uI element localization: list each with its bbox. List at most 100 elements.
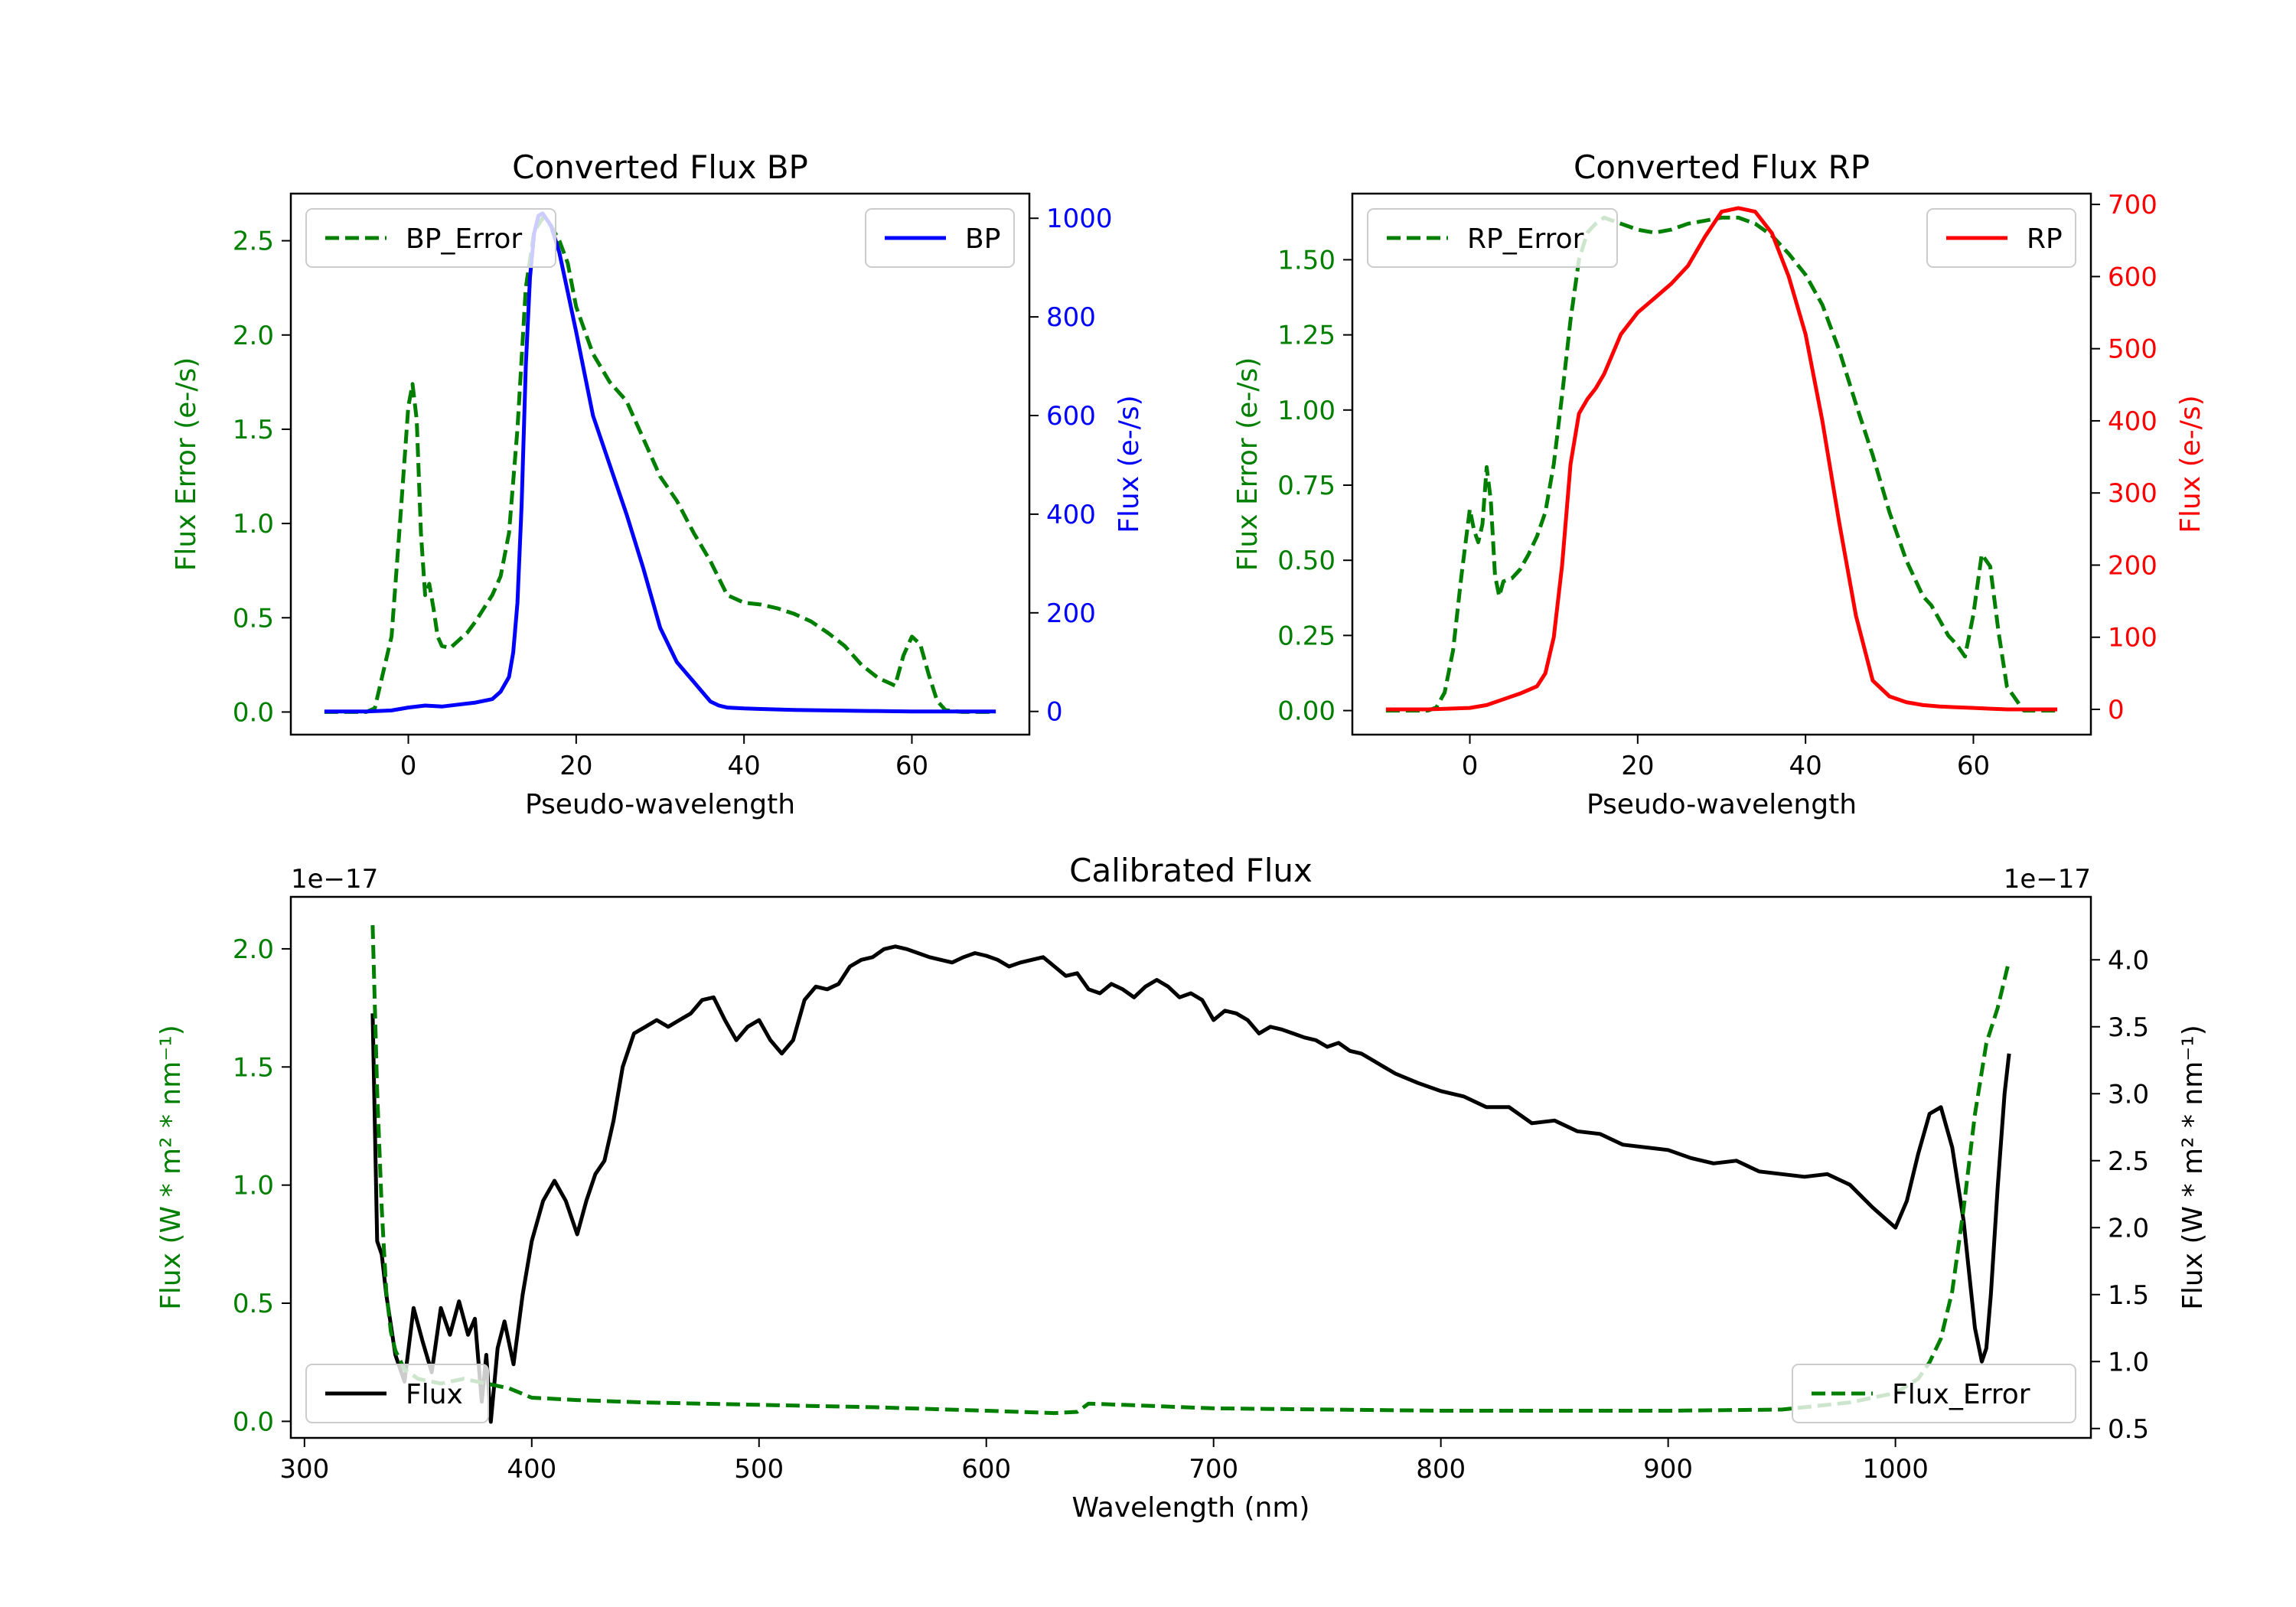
chart-title: Converted Flux RP bbox=[1574, 148, 1870, 186]
y-left-tick-label: 1.0 bbox=[233, 509, 274, 539]
y-right-offset-label: 1e−17 bbox=[2004, 864, 2091, 895]
y-left-tick-label: 0.5 bbox=[233, 1289, 274, 1319]
y-left-tick-label: 2.5 bbox=[233, 227, 274, 257]
x-tick-label: 800 bbox=[1416, 1454, 1466, 1485]
x-tick-label: 20 bbox=[559, 751, 592, 781]
plot-area bbox=[324, 211, 996, 714]
y-right-tick-label: 500 bbox=[2108, 334, 2157, 365]
x-tick-label: 700 bbox=[1189, 1454, 1238, 1485]
x-axis-label: Pseudo-wavelength bbox=[525, 789, 795, 820]
legend-label: Flux_Error bbox=[1892, 1379, 2030, 1410]
legend-flux: Flux bbox=[305, 1364, 489, 1423]
legend-bp: BP bbox=[865, 208, 1015, 268]
x-tick-label: 0 bbox=[1462, 751, 1479, 781]
axes-frame bbox=[1351, 192, 2092, 736]
y-right-tick-label: 4.0 bbox=[2108, 945, 2149, 976]
series-flux bbox=[370, 944, 2011, 1424]
y-right-tick-label: 700 bbox=[2108, 190, 2157, 220]
legend-box bbox=[1792, 1364, 2076, 1423]
panel-converted-flux-bp: 0 20 40 60 0.0 0.5 1.0 1.5 2.0 2.5 0 200 400 600 800 10… bbox=[171, 148, 1145, 820]
x-axis-label: Pseudo-wavelength bbox=[1587, 789, 1857, 820]
y-left-offset-label: 1e−17 bbox=[291, 864, 378, 895]
y-right-tick-label: 2.0 bbox=[2108, 1213, 2149, 1244]
y-left-tick-label: 0.5 bbox=[233, 603, 274, 634]
y-right-tick-label: 0 bbox=[2108, 695, 2125, 725]
y-left-tick-label: 0.0 bbox=[233, 697, 274, 728]
y-left-tick-label: 0.00 bbox=[1277, 696, 1336, 727]
x-tick-label: 900 bbox=[1643, 1454, 1693, 1485]
y-left-tick-label: 1.0 bbox=[233, 1171, 274, 1201]
x-tick-label: 40 bbox=[728, 751, 761, 781]
panel-converted-flux-rp: 0 20 40 60 0.00 0.25 0.50 0.75 1.00 1.25 1.50 0 100 2… bbox=[1232, 148, 2206, 820]
legend-label: Flux bbox=[406, 1379, 463, 1410]
y-left-axis-label: Flux Error (e-/s) bbox=[171, 357, 202, 572]
legend-label: BP bbox=[965, 223, 1000, 255]
legend-label: BP_Error bbox=[406, 223, 522, 255]
chart-title: Calibrated Flux bbox=[1069, 852, 1313, 889]
y-right-tick-label: 1.5 bbox=[2108, 1280, 2149, 1311]
x-tick-label: 600 bbox=[961, 1454, 1011, 1485]
x-axis-label: Wavelength (nm) bbox=[1072, 1492, 1310, 1524]
y-right-tick-label: 1000 bbox=[1046, 204, 1113, 234]
x-tick-label: 1000 bbox=[1862, 1454, 1929, 1485]
x-tick-label: 0 bbox=[400, 751, 417, 781]
series-bp bbox=[324, 211, 996, 714]
y-right-tick-label: 800 bbox=[1046, 302, 1096, 333]
x-tick-label: 60 bbox=[895, 751, 928, 781]
y-left-tick-label: 1.5 bbox=[233, 415, 274, 445]
legend-label: RP_Error bbox=[1467, 223, 1584, 255]
legend-bp-error: BP_Error bbox=[305, 208, 556, 268]
y-right-axis-label: Flux (W * m² * nm⁻¹) bbox=[2177, 1025, 2209, 1310]
plot-area bbox=[1385, 206, 2058, 713]
series-rp-error bbox=[1385, 215, 2058, 713]
y-left-tick-label: 0.0 bbox=[233, 1407, 274, 1437]
y-left-tick-label: 2.0 bbox=[233, 321, 274, 351]
y-left-tick-label: 1.25 bbox=[1277, 321, 1336, 351]
panel-calibrated-flux: 300 400 500 600 700 800 900 1000 0.0 0.5 1.0 1.5 2.0… bbox=[155, 852, 2209, 1524]
y-right-tick-label: 300 bbox=[2108, 478, 2157, 509]
y-left-tick-label: 1.5 bbox=[233, 1052, 274, 1083]
x-tick-label: 40 bbox=[1789, 751, 1822, 781]
legend-box bbox=[1367, 208, 1618, 268]
y-left-tick-label: 0.50 bbox=[1277, 546, 1336, 576]
series-bp-error bbox=[324, 216, 996, 714]
x-tick-label: 400 bbox=[507, 1454, 556, 1485]
y-right-tick-label: 1.0 bbox=[2108, 1347, 2149, 1377]
x-tick-label: 300 bbox=[279, 1454, 329, 1485]
series-rp bbox=[1385, 206, 2058, 712]
y-right-tick-label: 0.5 bbox=[2108, 1414, 2149, 1445]
y-right-tick-label: 600 bbox=[2108, 262, 2157, 292]
legend-box bbox=[305, 208, 556, 268]
y-right-tick-label: 600 bbox=[1046, 401, 1096, 432]
y-left-axis-label: Flux Error (e-/s) bbox=[1232, 357, 1264, 572]
y-right-axis-label: Flux (e-/s) bbox=[1114, 395, 1145, 533]
legend-rp-error: RP_Error bbox=[1367, 208, 1618, 268]
axes-frame bbox=[289, 895, 2092, 1439]
x-tick-label: 500 bbox=[734, 1454, 784, 1485]
y-right-tick-label: 400 bbox=[2108, 406, 2157, 437]
y-right-tick-label: 200 bbox=[2108, 550, 2157, 581]
y-left-tick-label: 0.75 bbox=[1277, 471, 1336, 501]
y-left-axis-label: Flux (W * m² * nm⁻¹) bbox=[155, 1025, 187, 1310]
y-right-tick-label: 2.5 bbox=[2108, 1146, 2149, 1177]
legend-box bbox=[305, 1364, 489, 1423]
legend-flux-error: Flux_Error bbox=[1792, 1364, 2076, 1423]
x-tick-label: 60 bbox=[1957, 751, 1990, 781]
y-right-tick-label: 100 bbox=[2108, 623, 2157, 654]
y-left-tick-label: 1.50 bbox=[1277, 245, 1336, 275]
x-tick-label: 20 bbox=[1621, 751, 1654, 781]
y-left-tick-label: 0.25 bbox=[1277, 621, 1336, 651]
y-right-tick-label: 3.5 bbox=[2108, 1012, 2149, 1043]
chart-title: Converted Flux BP bbox=[512, 148, 808, 186]
y-right-tick-label: 400 bbox=[1046, 500, 1096, 530]
y-left-tick-label: 2.0 bbox=[233, 934, 274, 965]
y-right-tick-label: 200 bbox=[1046, 598, 1096, 629]
legend-label: RP bbox=[2027, 223, 2063, 255]
y-left-tick-label: 1.00 bbox=[1277, 396, 1336, 426]
y-right-tick-label: 0 bbox=[1046, 697, 1063, 728]
axes-frame bbox=[289, 192, 1031, 736]
y-right-axis-label: Flux (e-/s) bbox=[2175, 395, 2206, 533]
y-right-tick-label: 3.0 bbox=[2108, 1079, 2149, 1110]
legend-rp: RP bbox=[1926, 208, 2076, 268]
